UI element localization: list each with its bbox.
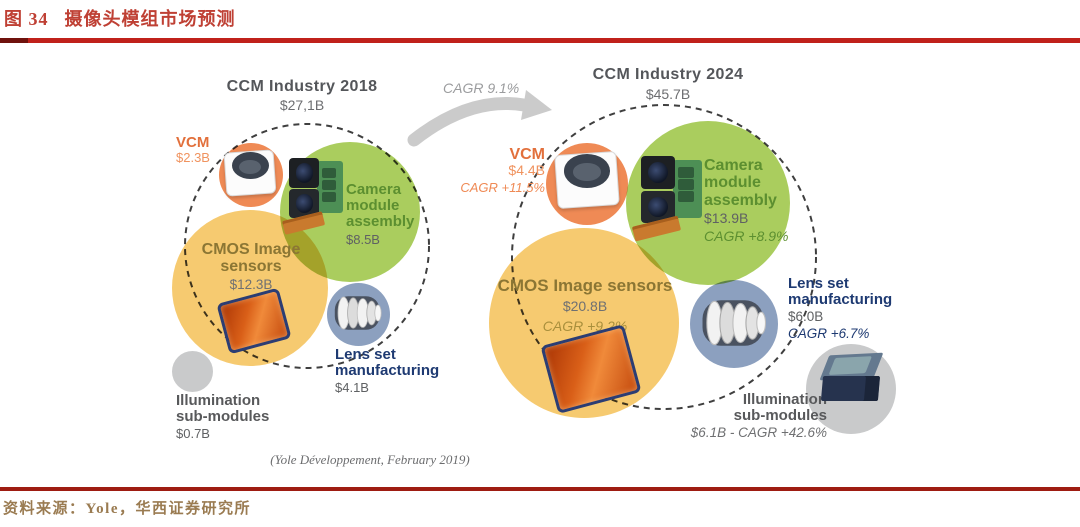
right-lens-label: Lens set manufacturing $6.0B CAGR +6.7%: [788, 275, 893, 342]
illumination-module-image: [818, 352, 884, 408]
vcm-actuator-image-2024: [554, 150, 620, 210]
right-illumination-line1: Illumination: [742, 391, 827, 408]
right-diagram-title: CCM Industry 2024: [592, 66, 744, 83]
right-assembly-value: $13.9B: [704, 209, 749, 226]
right-assembly-line2: module: [704, 174, 761, 192]
figure-header: 图 34 摄像头模组市场预测: [4, 5, 236, 31]
left-lens-line1: Lens set: [335, 346, 396, 363]
left-vcm-name: VCM: [176, 134, 210, 151]
figure-label: 图 34: [4, 9, 49, 29]
right-cmos-line1: CMOS Image sensors: [497, 276, 673, 295]
right-assembly-label: Camera module assembly $13.9B CAGR +8.9%: [704, 157, 788, 244]
top-divider-cap: [0, 38, 28, 43]
left-assembly-label: Camera module assembly $8.5B: [346, 181, 415, 247]
growth-arrow-head-icon: [521, 90, 552, 120]
left-lens-line2: manufacturing: [335, 362, 440, 380]
diagram-caption: (Yole Développement, February 2019): [270, 452, 470, 467]
left-illumination-line2: sub-modules: [176, 408, 270, 426]
left-vcm-value: $2.3B: [176, 150, 210, 166]
arrow-cagr-label: CAGR 9.1%: [443, 80, 520, 96]
left-cmos-line1: CMOS Image: [201, 241, 301, 258]
left-assembly-value: $8.5B: [346, 231, 380, 247]
right-lens-line1: Lens set: [788, 275, 849, 292]
left-cmos-line2: sensors: [220, 258, 282, 276]
left-diagram-title: CCM Industry 2018: [226, 78, 378, 95]
camera-module-image-2024: [631, 156, 702, 243]
right-vcm-cagr: CAGR +11.5%: [460, 180, 545, 196]
growth-arrow-icon: [407, 96, 531, 147]
left-illumination-bubble: [172, 351, 213, 392]
right-vcm-name: VCM: [509, 146, 545, 163]
left-assembly-line1: Camera: [346, 181, 402, 198]
right-illumination-line2: sub-modules: [733, 407, 827, 425]
right-assembly-cagr: CAGR +8.9%: [704, 227, 789, 244]
right-diagram-total: $45.7B: [645, 86, 691, 102]
left-cmos-label: CMOS Image sensors $12.3B: [175, 241, 327, 292]
left-assembly-line3: assembly: [346, 213, 415, 231]
left-cmos-value: $12.3B: [229, 276, 273, 292]
dashed-circle-2018: [184, 123, 430, 369]
left-diagram-total: $27,1B: [279, 97, 325, 113]
right-assembly-line3: assembly: [704, 191, 777, 209]
bottom-divider: [0, 487, 1080, 491]
right-cmos-label: CMOS Image sensors $20.8B CAGR +9.2%: [492, 276, 678, 335]
dashed-circle-2024: [511, 104, 817, 410]
left-illumination-label: Illumination sub-modules $0.7B: [176, 392, 270, 442]
left-illumination-line1: Illumination: [176, 392, 261, 409]
vcm-actuator-image: [223, 149, 277, 197]
right-illumination-label: Illumination sub-modules $6.1B - CAGR +4…: [677, 391, 827, 441]
left-lens-label: Lens set manufacturing $4.1B: [335, 346, 440, 396]
right-cmos-cagr: CAGR +9.2%: [542, 318, 628, 335]
left-illumination-value: $0.7B: [176, 426, 210, 442]
figure-title: 摄像头模组市场预测: [64, 9, 236, 29]
right-assembly-line1: Camera: [704, 157, 763, 174]
right-vcm-label: VCM $4.4B CAGR +11.5%: [445, 146, 545, 195]
left-assembly-line2: module: [346, 197, 400, 215]
right-lens-line2: manufacturing: [788, 291, 893, 309]
left-vcm-label: VCM $2.3B: [176, 134, 210, 166]
right-illumination-value: $6.1B - CAGR +42.6%: [690, 425, 827, 441]
lens-barrel-image-2024: [696, 290, 772, 356]
right-vcm-value: $4.4B: [508, 162, 545, 179]
right-lens-value: $6.0B: [788, 309, 824, 325]
left-lens-value: $4.1B: [335, 380, 369, 396]
right-cmos-value: $20.8B: [562, 298, 608, 315]
top-divider: [0, 38, 1080, 43]
right-lens-cagr: CAGR +6.7%: [788, 325, 870, 341]
lens-barrel-image: [330, 288, 386, 338]
source-note: 资料来源：Yole，华西证券研究所: [3, 501, 251, 517]
camera-module-image: [281, 158, 343, 235]
